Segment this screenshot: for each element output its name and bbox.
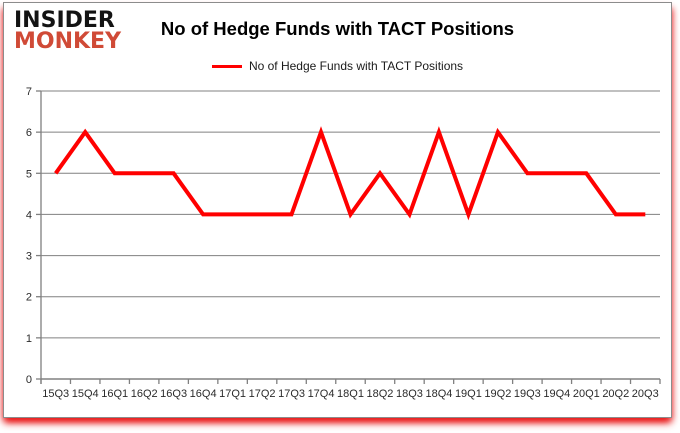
x-axis-label: 20Q3 <box>632 388 659 400</box>
logo-text-insider: INSIDER <box>14 8 115 33</box>
y-axis-label: 5 <box>26 168 32 180</box>
y-axis-label: 1 <box>26 333 32 345</box>
x-axis-label: 20Q1 <box>573 388 600 400</box>
x-axis-label: 16Q1 <box>101 388 128 400</box>
x-axis-label: 17Q2 <box>249 388 276 400</box>
x-axis-label: 19Q1 <box>455 388 482 400</box>
x-axis-label: 17Q4 <box>308 388 335 400</box>
x-axis-label: 19Q3 <box>514 388 541 400</box>
x-axis-label: 18Q1 <box>337 388 364 400</box>
x-axis-label: 16Q2 <box>131 388 158 400</box>
x-axis-label: 19Q2 <box>484 388 511 400</box>
y-axis-label: 3 <box>26 251 32 263</box>
chart-title: No of Hedge Funds with TACT Positions <box>160 18 515 39</box>
y-axis-label: 0 <box>26 374 32 386</box>
y-axis-label: 2 <box>26 292 32 304</box>
x-axis-label: 16Q3 <box>160 388 187 400</box>
line-chart-plot: 0 1 2 3 4 5 6 7 15Q3 15Q4 16Q1 16Q2 16Q3 16Q4 17Q1 17Q2… <box>26 86 661 400</box>
chart-frame: INSIDER MONKEY No of Hedge Funds with TA… <box>3 2 672 418</box>
x-axis-label: 17Q1 <box>219 388 246 400</box>
insider-monkey-logo: INSIDER MONKEY <box>14 8 122 55</box>
x-axis-label: 16Q4 <box>190 388 217 400</box>
legend-line-swatch <box>211 64 242 68</box>
y-axis-label: 7 <box>26 86 32 98</box>
y-axis-label: 6 <box>26 127 32 139</box>
x-axis-label: 18Q4 <box>425 388 452 400</box>
legend-label: No of Hedge Funds with TACT Positions <box>248 59 464 73</box>
x-axis-label: 20Q2 <box>602 388 629 400</box>
x-axis-label: 15Q4 <box>72 388 99 400</box>
logo-text-monkey: MONKEY <box>14 29 122 55</box>
y-axis-label: 4 <box>26 209 32 221</box>
series-line <box>54 126 646 221</box>
x-axis-label: 18Q2 <box>367 388 394 400</box>
chart-legend: No of Hedge Funds with TACT Positions <box>4 59 671 73</box>
x-axis-label: 15Q3 <box>42 388 69 400</box>
x-axis-label: 19Q4 <box>543 388 570 400</box>
x-axis-label: 18Q3 <box>396 388 423 400</box>
x-axis-label: 17Q3 <box>278 388 305 400</box>
